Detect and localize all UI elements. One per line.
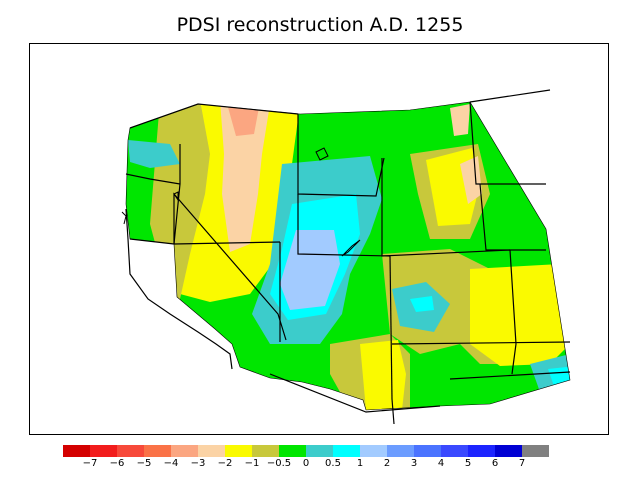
legend-tick-label: 1	[356, 458, 364, 469]
legend-swatch	[252, 445, 279, 457]
legend-swatch	[495, 445, 522, 457]
border-mt-dakota	[469, 101, 546, 185]
puget-sound	[121, 211, 127, 225]
border-pacific-coast	[125, 208, 233, 370]
legend-tick-label: −0.5	[266, 458, 292, 469]
legend-swatch	[360, 445, 387, 457]
legend-swatch	[171, 445, 198, 457]
legend-swatch	[441, 445, 468, 457]
legend-swatch	[279, 445, 306, 457]
legend-tick-label: −6	[109, 458, 125, 469]
legend-swatch	[198, 445, 225, 457]
legend-tick-label: 0	[302, 458, 310, 469]
legend-tick-label: −7	[82, 458, 98, 469]
border-id-mt-wy	[297, 114, 385, 197]
legend-swatch	[144, 445, 171, 457]
legend-tick-label: 2	[383, 458, 391, 469]
border-az-mexico	[269, 373, 441, 413]
legend-swatch	[414, 445, 441, 457]
legend-tick-label: 4	[437, 458, 445, 469]
legend-swatch	[387, 445, 414, 457]
legend-tick-label: −3	[190, 458, 206, 469]
border-ca-nv	[173, 192, 287, 341]
legend-swatch	[225, 445, 252, 457]
legend-tick-label: −2	[217, 458, 233, 469]
legend-tick-label: −5	[136, 458, 152, 469]
legend-ticks: −7 −6 −5 −4 −3 −2 −1 −0.5 0 0.5 1 2 3 4 5 6 7	[0, 458, 640, 474]
border-az-nm	[391, 398, 395, 425]
legend-swatch	[468, 445, 495, 457]
legend-tick-label: −4	[163, 458, 179, 469]
legend-swatch	[63, 445, 90, 457]
border-wa-or	[125, 173, 181, 185]
yellowstone-lake	[315, 147, 329, 161]
legend-swatch	[306, 445, 333, 457]
legend-swatch	[522, 445, 549, 457]
region-dry-south	[360, 340, 406, 410]
legend-swatch	[333, 445, 360, 457]
border-nm-south	[449, 371, 571, 380]
region-very-wet-center	[280, 230, 340, 310]
color-legend	[63, 445, 549, 457]
region-outline	[125, 101, 571, 411]
map-panel	[29, 43, 609, 435]
lake-outlines	[121, 147, 361, 257]
region-slightly-wet-northwest	[128, 140, 180, 168]
region-very-dry-northeast	[460, 156, 482, 204]
border-ut-wy	[297, 194, 391, 257]
border-co-nm-south	[391, 341, 571, 345]
legend-tick-label: 3	[410, 458, 418, 469]
border-nm-tx	[509, 249, 517, 375]
border-ut-co	[389, 255, 393, 400]
region-very-dry-montana	[450, 104, 470, 136]
lake-tahoe	[173, 191, 179, 202]
region-wet-east-spot	[410, 296, 434, 312]
legend-swatch	[90, 445, 117, 457]
legend-tick-label: 0.5	[325, 458, 341, 469]
legend-tick-label: −1	[244, 458, 260, 469]
pdsi-field	[126, 102, 570, 410]
region-dry-east	[470, 264, 570, 366]
map-title: PDSI reconstruction A.D. 1255	[176, 14, 464, 36]
border-wy-sd	[479, 183, 546, 251]
legend-tick-label: 5	[464, 458, 472, 469]
legend-tick-label: 6	[491, 458, 499, 469]
legend-tick-label: 7	[518, 458, 526, 469]
region-wet-southeast	[548, 366, 570, 386]
legend-swatch	[117, 445, 144, 457]
border-canada-east	[469, 89, 551, 103]
great-salt-lake	[341, 239, 361, 257]
border-wy-co-north	[381, 158, 511, 257]
region-very-dry-nw	[220, 102, 270, 252]
border-or-id	[173, 144, 181, 245]
pdsi-map	[121, 89, 571, 425]
